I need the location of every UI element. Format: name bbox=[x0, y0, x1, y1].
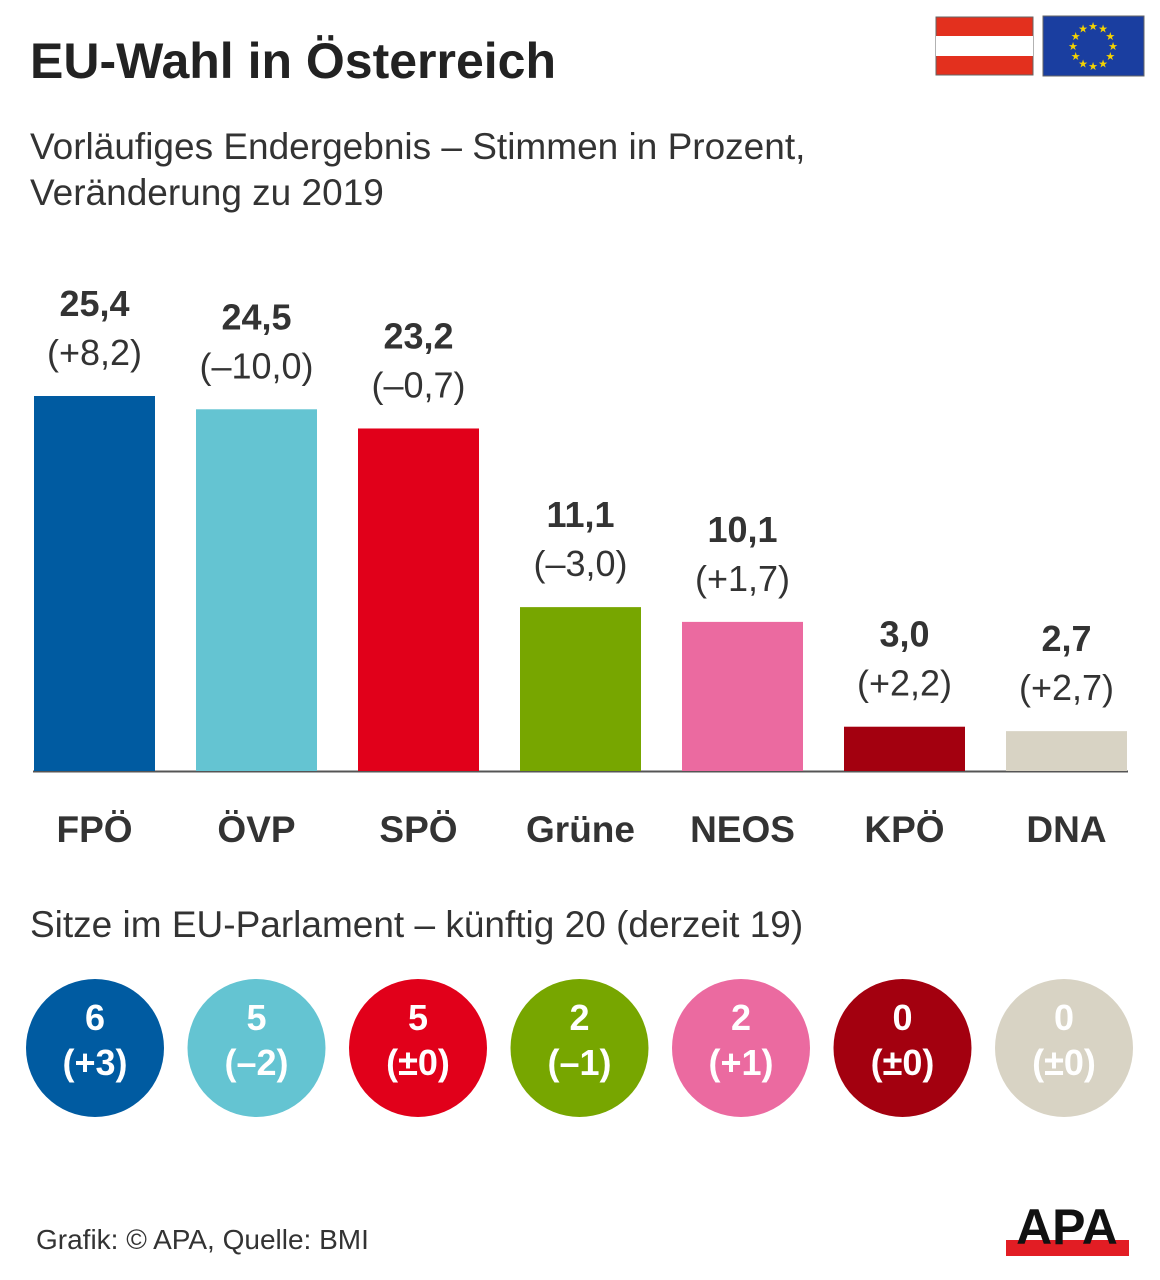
seat-value: 5 bbox=[246, 997, 266, 1038]
chart-subtitle: Vorläufiges Endergebnis – Stimmen in Pro… bbox=[30, 126, 806, 213]
seat-circle bbox=[510, 979, 649, 1117]
eu-star-icon: ★ bbox=[1068, 41, 1078, 53]
change-label: (+1,7) bbox=[695, 558, 790, 599]
seat-circle bbox=[672, 979, 810, 1117]
change-label: (+2,2) bbox=[857, 663, 952, 704]
seat-change: (±0) bbox=[1032, 1042, 1096, 1083]
change-label: (+2,7) bbox=[1019, 667, 1114, 708]
eu-star-icon: ★ bbox=[1105, 51, 1115, 63]
eu-star-icon: ★ bbox=[1098, 24, 1108, 36]
change-label: (–3,0) bbox=[533, 543, 627, 584]
value-label: 2,7 bbox=[1041, 618, 1091, 659]
bar-3 bbox=[520, 607, 641, 771]
seat-circle bbox=[26, 979, 164, 1117]
value-label: 3,0 bbox=[879, 614, 929, 655]
seat-circle bbox=[995, 979, 1133, 1117]
source-footer: Grafik: © APA, Quelle: BMI bbox=[36, 1224, 369, 1255]
chart-title: EU-Wahl in Österreich bbox=[30, 33, 557, 89]
seat-value: 5 bbox=[408, 997, 428, 1038]
bar-6 bbox=[1006, 731, 1127, 771]
category-label: NEOS bbox=[690, 809, 795, 850]
value-label: 25,4 bbox=[59, 283, 129, 324]
seat-value: 6 bbox=[85, 997, 105, 1038]
change-label: (+8,2) bbox=[47, 332, 142, 373]
eu-star-icon: ★ bbox=[1088, 61, 1098, 73]
seat-change: (–2) bbox=[224, 1042, 288, 1083]
bar-2 bbox=[358, 428, 479, 771]
seat-change: (–1) bbox=[547, 1042, 611, 1083]
bar-4 bbox=[682, 621, 803, 771]
seat-value: 2 bbox=[731, 997, 751, 1038]
value-label: 23,2 bbox=[383, 315, 453, 356]
category-label: KPÖ bbox=[864, 809, 944, 850]
change-label: (–10,0) bbox=[199, 345, 313, 386]
category-label: SPÖ bbox=[379, 809, 457, 850]
category-label: FPÖ bbox=[56, 809, 132, 850]
seats-title: Sitze im EU-Parlament – künftig 20 (derz… bbox=[30, 904, 804, 945]
seat-change: (±0) bbox=[386, 1042, 450, 1083]
value-label: 10,1 bbox=[707, 509, 777, 550]
value-label: 11,1 bbox=[546, 494, 614, 535]
eu-flag-icon: ★ ★★★★★★★★★★★ bbox=[1042, 15, 1145, 77]
seat-value: 0 bbox=[1054, 997, 1074, 1038]
seat-value: 2 bbox=[569, 997, 589, 1038]
eu-star-icon: ★ bbox=[1098, 58, 1108, 70]
value-label: 24,5 bbox=[221, 296, 291, 337]
eu-star-icon: ★ bbox=[1105, 31, 1115, 43]
bar-5 bbox=[844, 726, 965, 771]
seat-change: (±0) bbox=[871, 1042, 935, 1083]
category-label: DNA bbox=[1026, 809, 1106, 850]
eu-star-icon: ★ bbox=[1071, 31, 1081, 43]
apa-logo: APA bbox=[1006, 1199, 1129, 1256]
change-label: (–0,7) bbox=[371, 364, 465, 405]
austria-flag-icon bbox=[935, 16, 1034, 76]
eu-star-icon: ★ bbox=[1108, 41, 1118, 53]
bar-0 bbox=[34, 396, 155, 771]
bar-1 bbox=[196, 409, 317, 771]
seat-change: (+3) bbox=[62, 1042, 127, 1083]
seat-circle bbox=[833, 979, 972, 1117]
seat-circle bbox=[187, 979, 326, 1117]
eu-star-icon: ★ bbox=[1078, 24, 1088, 36]
seat-change: (+1) bbox=[708, 1042, 773, 1083]
seat-value: 0 bbox=[892, 997, 912, 1038]
category-label: ÖVP bbox=[217, 809, 295, 850]
category-label: Grüne bbox=[526, 809, 635, 850]
eu-star-icon: ★ bbox=[1071, 51, 1081, 63]
svg-text:APA: APA bbox=[1016, 1199, 1118, 1255]
eu-star-icon: ★ bbox=[1078, 58, 1088, 70]
eu-star-icon: ★ bbox=[1088, 21, 1098, 33]
seat-circle bbox=[349, 979, 487, 1117]
